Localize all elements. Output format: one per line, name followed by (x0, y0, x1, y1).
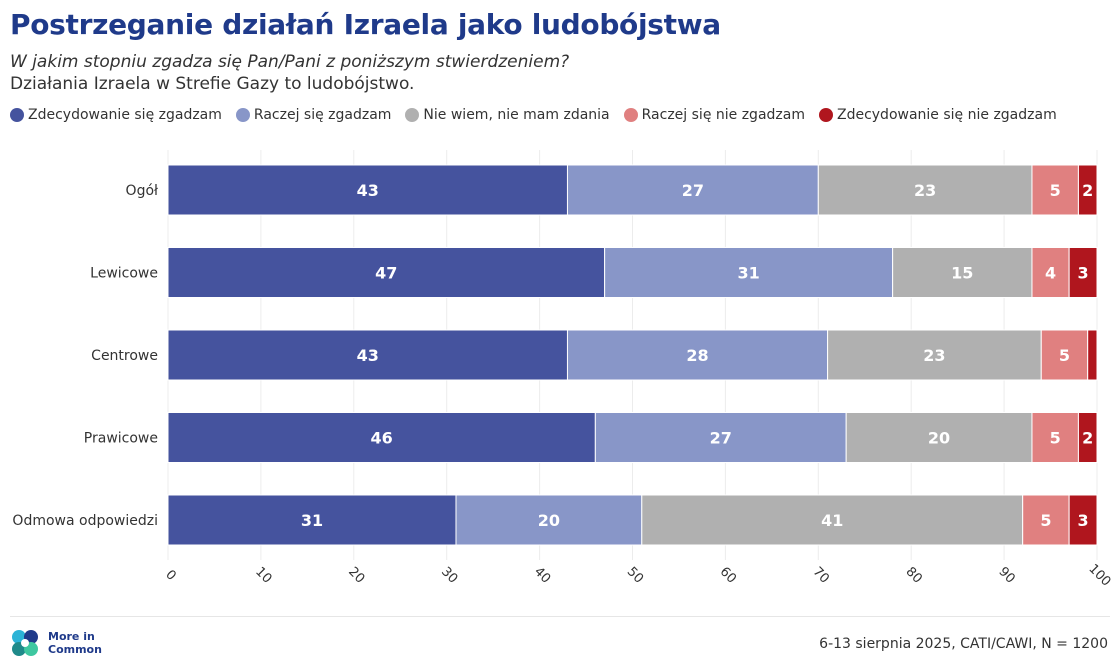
category-label: Centrowe (91, 348, 158, 364)
bar-segment (845, 412, 1033, 463)
data-label: 47 (375, 264, 397, 283)
legend-swatch (818, 108, 833, 122)
bar-segment (167, 164, 568, 216)
bar-segment (1022, 494, 1070, 546)
footer-divider (10, 616, 1110, 617)
data-label: 43 (357, 346, 379, 365)
legend-item: Nie wiem, nie mam zdania (405, 107, 610, 123)
legend-item: Zdecydowanie się nie zgadzam (818, 107, 1057, 123)
legend-swatch (235, 108, 250, 122)
x-tick-label: 40 (531, 564, 553, 586)
bar-segment (455, 494, 643, 546)
x-tick-label: 0 (162, 567, 178, 583)
x-tick-label: 50 (624, 564, 646, 586)
data-label: 3 (1077, 264, 1088, 283)
legend-swatch (623, 108, 638, 122)
chart-statement: Działania Izraela w Strefie Gazy to ludo… (10, 74, 415, 94)
legend-swatch (405, 108, 420, 122)
bar-segment (167, 494, 457, 546)
x-tick-label: 100 (1085, 561, 1113, 589)
data-label: 28 (686, 346, 708, 365)
data-label: 5 (1050, 181, 1061, 200)
x-tick-label: 60 (717, 564, 739, 586)
data-label: 20 (538, 511, 560, 530)
data-label: 23 (914, 181, 936, 200)
chart-question: W jakim stopniu zgadza się Pan/Pani z po… (10, 52, 570, 72)
bar-segment (1031, 164, 1079, 216)
x-tick-label: 90 (995, 564, 1017, 586)
bar-segment (1068, 247, 1098, 298)
data-label: 46 (371, 429, 393, 448)
bar-segment (167, 412, 596, 463)
bar-segment (566, 329, 829, 381)
legend-label: Raczej się zgadzam (253, 107, 392, 123)
legend-label: Zdecydowanie się zgadzam (28, 107, 222, 123)
data-label: 15 (951, 264, 973, 283)
x-tick-label: 10 (252, 564, 274, 586)
legend-label: Nie wiem, nie mam zdania (423, 107, 610, 123)
data-label: 20 (928, 429, 950, 448)
bar-segment (1040, 329, 1089, 381)
logo-icon (12, 630, 38, 656)
data-label: 4 (1045, 264, 1056, 283)
data-label: 43 (357, 181, 379, 200)
x-tick-label: 30 (438, 564, 460, 586)
bar-segment (827, 329, 1042, 381)
data-label: 27 (682, 181, 704, 200)
category-label: Ogół (126, 183, 158, 199)
more-in-common-logo: More in Common (10, 628, 118, 658)
bar-segment (167, 329, 568, 381)
legend-swatch (10, 108, 24, 122)
legend-label: Raczej się nie zgadzam (641, 107, 805, 123)
data-label: 3 (1077, 511, 1088, 530)
bar-segment (1077, 164, 1098, 216)
x-tick-label: 20 (345, 564, 367, 586)
bar-segment (817, 164, 1033, 216)
chart-title: Postrzeganie działań Izraela jako ludobó… (10, 8, 721, 41)
bar-segment (1077, 412, 1098, 463)
category-label: Prawicowe (84, 431, 158, 447)
bar-segment (1031, 247, 1070, 298)
legend-item: Raczej się nie zgadzam (623, 107, 805, 123)
category-label: Lewicowe (90, 266, 158, 282)
data-label: 23 (923, 346, 945, 365)
logo-wordmark: More in Common (48, 630, 102, 656)
legend-item: Zdecydowanie się zgadzam (10, 107, 222, 123)
category-label: Odmowa odpowiedzi (12, 513, 158, 529)
data-label: 2 (1082, 181, 1093, 200)
data-label: 5 (1059, 346, 1070, 365)
data-label: 31 (737, 264, 759, 283)
data-label: 5 (1040, 511, 1051, 530)
source-note: 6-13 sierpnia 2025, CATI/CAWI, N = 1200 (819, 636, 1108, 652)
bar-segment (1087, 329, 1098, 381)
data-label: 27 (710, 429, 732, 448)
legend-item: Raczej się zgadzam (235, 107, 392, 123)
bar-segment (604, 247, 894, 298)
data-label: 31 (301, 511, 323, 530)
data-label: 2 (1082, 429, 1093, 448)
bar-segment (892, 247, 1033, 298)
bar-segment (1031, 412, 1079, 463)
bar-segment (594, 412, 847, 463)
chart-legend: Zdecydowanie się zgadzam Raczej się zgadz… (10, 107, 1057, 123)
bar-segment (641, 494, 1024, 546)
x-tick-label: 80 (903, 564, 925, 586)
data-label: 5 (1050, 429, 1061, 448)
data-label: 41 (821, 511, 843, 530)
x-tick-label: 70 (810, 564, 832, 586)
legend-label: Zdecydowanie się nie zgadzam (836, 107, 1057, 123)
bar-segment (566, 164, 819, 216)
bar-segment (167, 247, 606, 298)
bar-segment (1068, 494, 1098, 546)
